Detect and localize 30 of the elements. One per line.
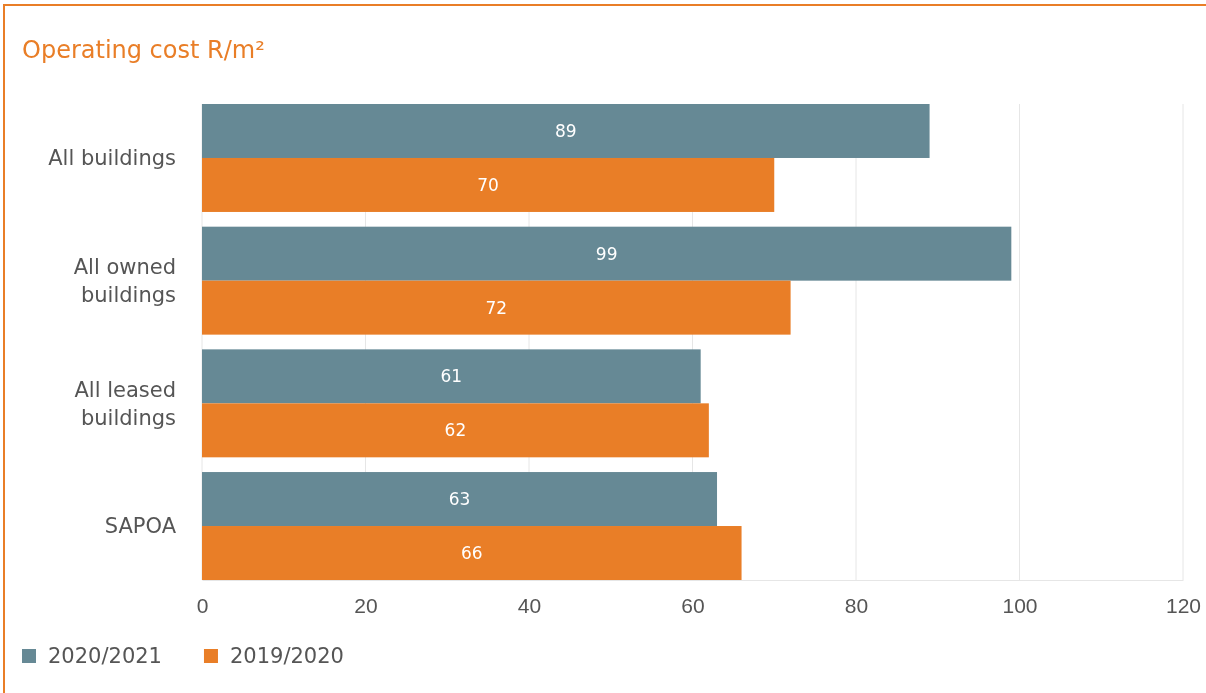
x-tick-label: 60 xyxy=(681,593,705,617)
bar xyxy=(202,157,775,212)
bar xyxy=(202,526,742,580)
data-label: 70 xyxy=(477,174,499,195)
bar xyxy=(202,472,718,527)
data-label: 89 xyxy=(554,120,577,141)
legend-label: 2019/2020 xyxy=(229,644,344,669)
data-label: 66 xyxy=(460,542,483,563)
bar xyxy=(202,403,709,458)
data-label: 61 xyxy=(440,366,463,387)
bar xyxy=(202,349,701,404)
x-tick-label: 120 xyxy=(1165,593,1202,617)
legend-label: 2020/2021 xyxy=(48,644,162,669)
x-tick-label: 0 xyxy=(196,593,209,617)
y-tick-label: All leased buildings xyxy=(74,377,176,430)
bar xyxy=(202,104,930,158)
x-tick-label: 80 xyxy=(844,593,869,617)
chart-title: Operating cost R/m² xyxy=(22,36,265,64)
x-tick-label: 40 xyxy=(517,593,542,617)
x-tick-label: 100 xyxy=(1002,593,1038,617)
bar xyxy=(202,226,1012,281)
y-tick-label: All buildings xyxy=(48,146,176,171)
y-tick-label: SAPOA xyxy=(104,514,177,539)
bar xyxy=(202,280,791,335)
data-label: 62 xyxy=(444,420,467,441)
data-label: 72 xyxy=(485,297,508,318)
data-label: 63 xyxy=(448,488,471,509)
x-tick-label: 20 xyxy=(354,593,378,617)
y-tick-label: All owned buildings xyxy=(73,255,176,308)
data-label: 99 xyxy=(595,243,618,264)
